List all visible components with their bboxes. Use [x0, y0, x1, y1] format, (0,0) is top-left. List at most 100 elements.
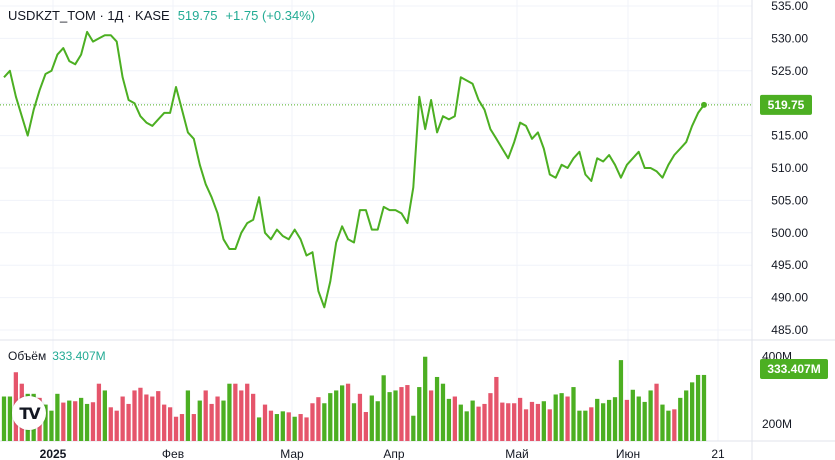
volume-bar[interactable] [43, 404, 48, 441]
volume-bar[interactable] [446, 398, 452, 441]
volume-bar[interactable] [375, 401, 380, 441]
volume-bar[interactable] [7, 396, 13, 441]
volume-bar[interactable] [452, 396, 457, 441]
volume-bar[interactable] [624, 399, 630, 441]
volume-bar[interactable] [251, 393, 256, 441]
volume-bar[interactable] [96, 383, 102, 441]
volume-bar[interactable] [334, 390, 339, 441]
volume-bar[interactable] [256, 417, 262, 441]
volume-bar[interactable] [411, 415, 416, 441]
volume-bar[interactable] [162, 404, 167, 441]
volume-bar[interactable] [203, 390, 208, 441]
volume-bar[interactable] [304, 417, 309, 441]
volume-bar[interactable] [399, 387, 404, 441]
volume-bar[interactable] [102, 390, 107, 441]
tradingview-logo-icon[interactable]: TV [12, 396, 46, 430]
volume-bar[interactable] [221, 400, 226, 441]
volume-bar[interactable] [363, 412, 368, 441]
volume-bar[interactable] [191, 414, 196, 441]
volume-bar[interactable] [49, 410, 54, 441]
volume-bar[interactable] [67, 400, 72, 441]
volume-bar[interactable] [138, 387, 143, 441]
volume-bar[interactable] [144, 394, 149, 441]
volume-bar[interactable] [577, 410, 582, 441]
volume-bar[interactable] [340, 385, 345, 441]
volume-bar[interactable] [636, 396, 641, 441]
volume-bar[interactable] [488, 393, 493, 441]
volume-bar[interactable] [215, 396, 220, 441]
volume-bar[interactable] [506, 403, 511, 441]
volume-bar[interactable] [405, 385, 410, 441]
volume-bar[interactable] [494, 376, 499, 441]
volume-bar[interactable] [156, 391, 161, 441]
volume-bar[interactable] [292, 416, 297, 441]
volume-label[interactable]: Объём [8, 349, 47, 363]
volume-bar[interactable] [535, 403, 541, 441]
volume-bar[interactable] [167, 407, 173, 441]
volume-bar[interactable] [606, 399, 612, 441]
volume-bar[interactable] [393, 390, 398, 441]
volume-bar[interactable] [684, 390, 689, 441]
volume-bar[interactable] [369, 395, 374, 442]
volume-bar[interactable] [262, 404, 268, 441]
volume-bar[interactable] [541, 401, 546, 441]
price-line[interactable] [3, 30, 705, 309]
volume-bar[interactable] [654, 383, 659, 441]
volume-bar[interactable] [197, 400, 202, 441]
volume-bar[interactable] [150, 396, 155, 441]
volume-bar[interactable] [523, 409, 529, 441]
volume-bar[interactable] [179, 414, 185, 441]
volume-bar[interactable] [482, 403, 487, 441]
volume-bar[interactable] [678, 397, 683, 441]
volume-bar[interactable] [434, 376, 440, 441]
volume-bar[interactable] [476, 406, 481, 441]
volume-bar[interactable] [571, 387, 576, 441]
volume-bar[interactable] [529, 401, 535, 441]
volume-bar[interactable] [512, 403, 517, 441]
volume-bar[interactable] [517, 397, 523, 441]
volume-bar[interactable] [612, 397, 618, 441]
volume-bar[interactable] [132, 390, 137, 441]
volume-bar[interactable] [268, 410, 274, 441]
volume-bar[interactable] [357, 393, 363, 441]
volume-bar[interactable] [500, 402, 505, 441]
volume-bar[interactable] [227, 383, 232, 441]
volume-bar[interactable] [423, 356, 428, 441]
volume-bar[interactable] [428, 390, 434, 441]
volume-bar[interactable] [120, 396, 125, 441]
volume-bar[interactable] [209, 403, 214, 441]
volume-bar[interactable] [78, 397, 84, 441]
volume-bar[interactable] [470, 400, 475, 441]
volume-bar[interactable] [233, 383, 238, 441]
volume-bar[interactable] [73, 401, 78, 441]
volume-bar[interactable] [565, 396, 570, 441]
volume-bar[interactable] [417, 387, 422, 441]
volume-bar[interactable] [114, 410, 119, 441]
volume-bar[interactable] [173, 416, 179, 441]
volume-bar[interactable] [695, 374, 701, 441]
volume-bar[interactable] [239, 390, 244, 441]
volume-bar[interactable] [286, 412, 291, 441]
volume-bar[interactable] [458, 404, 463, 441]
volume-bar[interactable] [316, 397, 321, 441]
volume-bar[interactable] [126, 403, 131, 441]
volume-bar[interactable] [84, 403, 90, 441]
volume-bar[interactable] [310, 403, 315, 441]
volume-bar[interactable] [595, 398, 600, 441]
volume-bar[interactable] [274, 414, 280, 441]
volume-bar[interactable] [464, 411, 469, 441]
volume-bar[interactable] [245, 383, 250, 441]
volume-bar[interactable] [648, 390, 653, 441]
symbol-label[interactable]: USDKZT_TOM · 1Д · KASE [8, 8, 170, 23]
volume-bar[interactable] [589, 407, 594, 441]
volume-bar[interactable] [672, 409, 677, 441]
volume-bar[interactable] [55, 393, 60, 441]
volume-bar[interactable] [559, 393, 564, 441]
volume-bar[interactable] [642, 401, 647, 441]
volume-bar[interactable] [630, 389, 635, 441]
volume-bar[interactable] [381, 375, 386, 441]
volume-bar[interactable] [660, 404, 665, 441]
volume-bar[interactable] [328, 393, 333, 441]
volume-bar[interactable] [690, 382, 695, 441]
